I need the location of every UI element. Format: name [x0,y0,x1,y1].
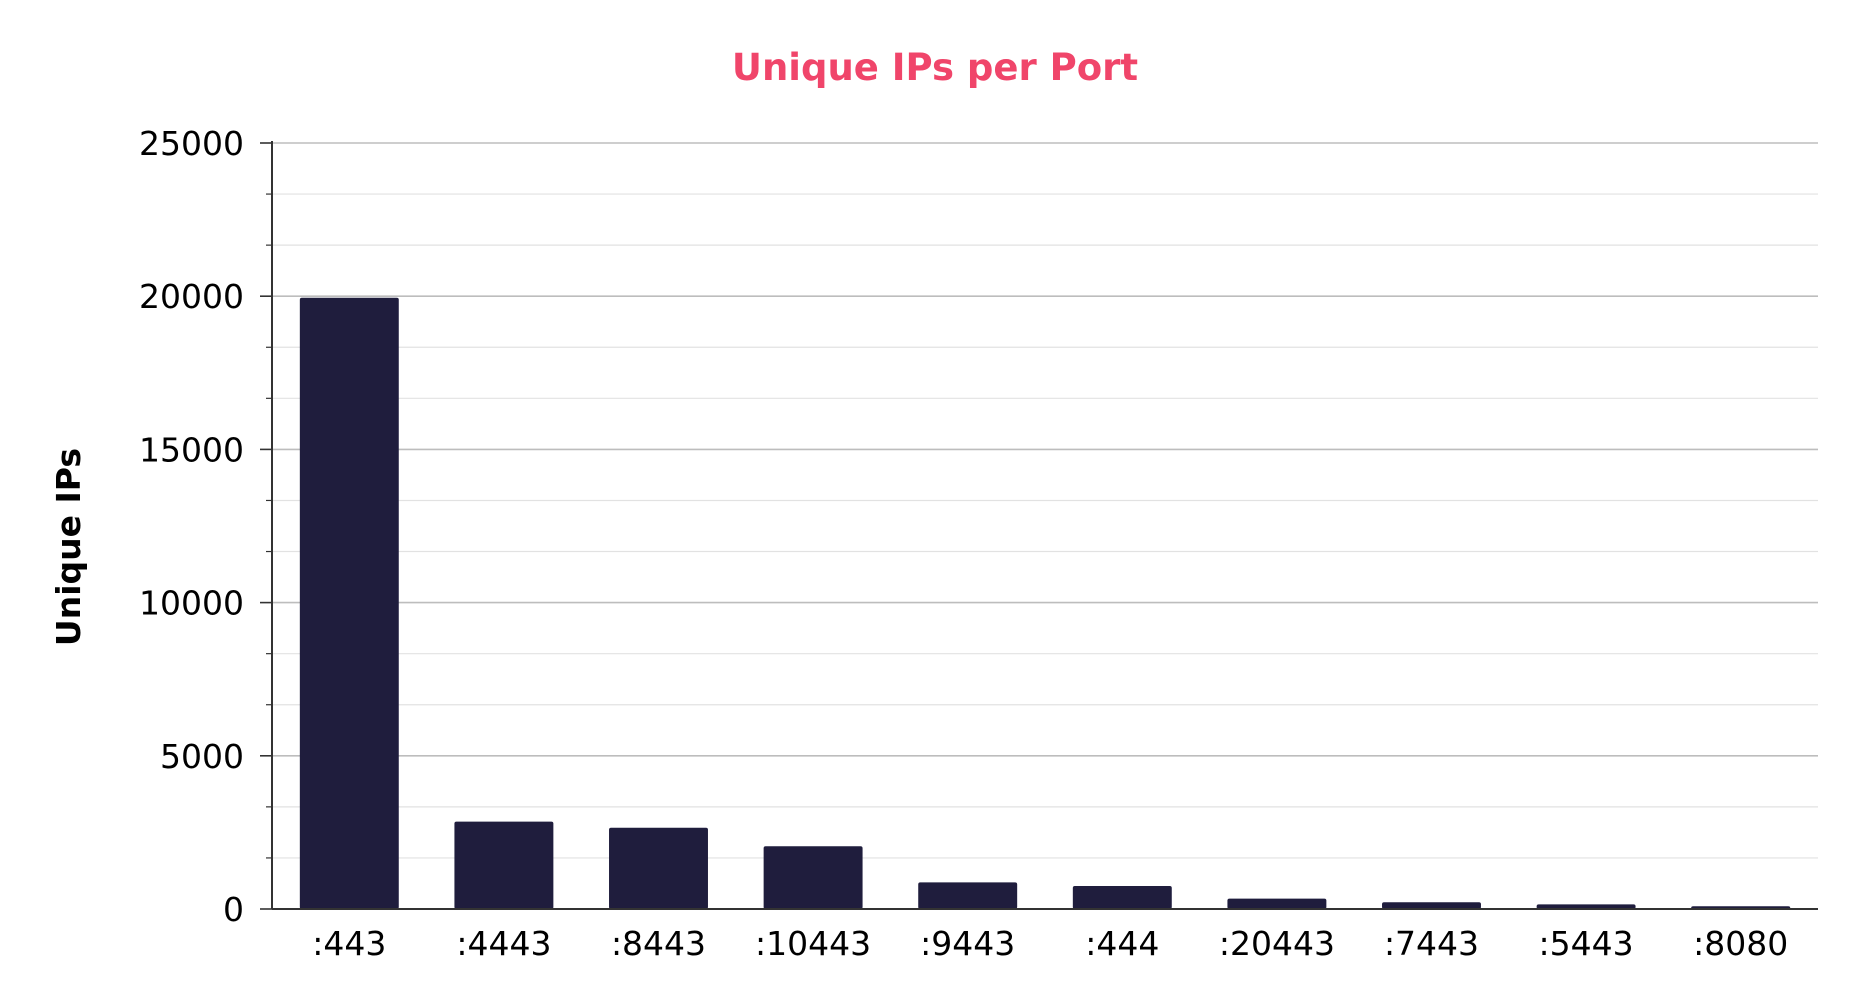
x-tick-label: :9443 [920,924,1015,963]
x-tick-label: :444 [1085,924,1159,963]
bar [299,297,399,909]
y-tick-label: 0 [223,890,244,929]
y-tick-label: 20000 [139,277,244,316]
x-tick-label: :4443 [456,924,551,963]
bar [1227,898,1327,909]
bar [918,882,1018,909]
bars [299,297,1791,909]
x-tick-label: :5443 [1539,924,1634,963]
bar [1072,886,1172,909]
bar [1382,902,1481,909]
x-tick-label: :10443 [755,924,871,963]
x-tick-label: :443 [312,924,386,963]
x-tick-label: :8443 [611,924,706,963]
y-tick-label: 15000 [139,430,244,469]
x-tick-label: :20443 [1219,924,1335,963]
chart-title: Unique IPs per Port [732,46,1138,89]
bar [1536,904,1636,909]
y-tick-labels: 0 5000 10000 15000 20000 25000 [139,124,244,929]
axes [260,141,1818,910]
bar [454,821,554,909]
y-tick-label: 10000 [139,584,244,623]
x-tick-labels: :443 :4443 :8443 :10443 :9443 :444 :20443 :7443… [312,924,1788,963]
bar [609,827,708,909]
x-tick-label: :7443 [1384,924,1479,963]
y-tick-label: 5000 [160,737,244,776]
grid-lines [272,142,1818,859]
bar [763,846,863,909]
y-tick-label: 25000 [139,124,244,163]
y-axis-title: Unique IPs [49,448,88,646]
x-tick-label: :8080 [1693,924,1788,963]
